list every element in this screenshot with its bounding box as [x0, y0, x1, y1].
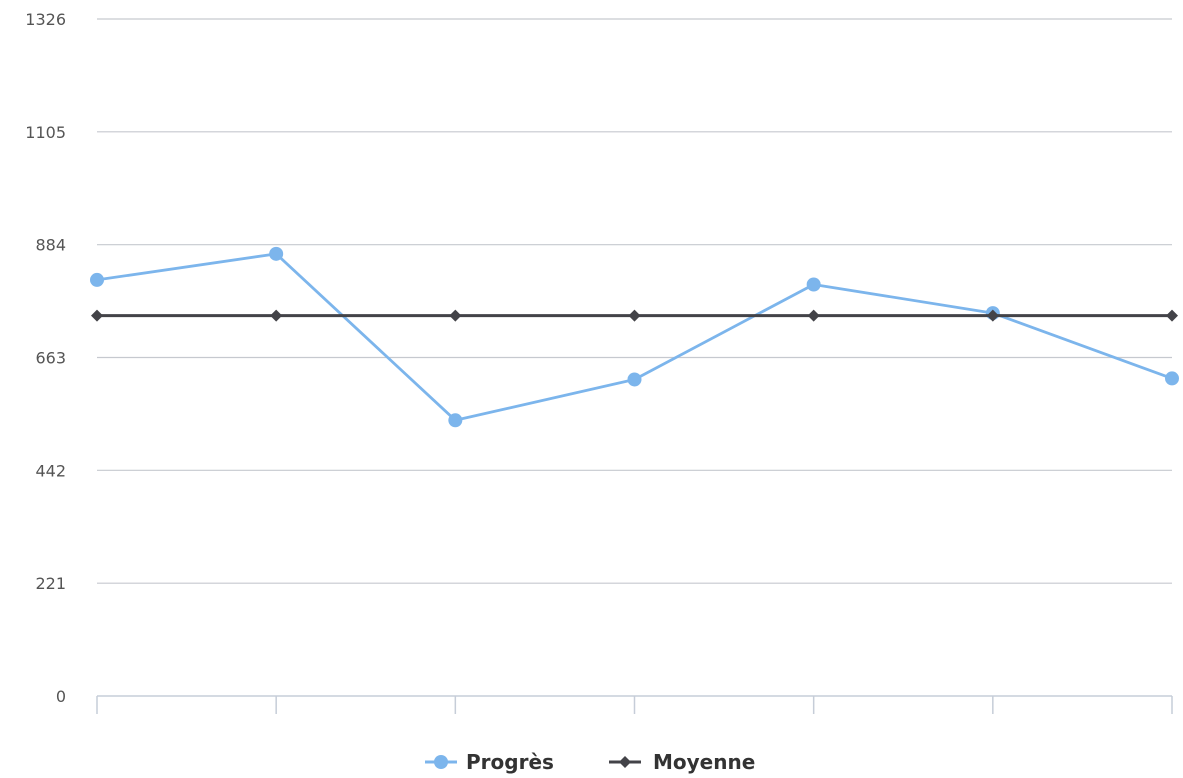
data-point[interactable]	[1166, 309, 1178, 322]
data-point[interactable]	[448, 413, 463, 428]
y-tick-label: 884	[35, 236, 66, 255]
data-point[interactable]	[806, 277, 821, 292]
data-point[interactable]	[1165, 371, 1179, 386]
y-tick-label: 1105	[25, 123, 66, 142]
legend-item-1[interactable]: Moyenne	[609, 750, 755, 774]
series-line	[96, 252, 1173, 422]
series-0	[90, 246, 1179, 428]
data-point[interactable]	[986, 309, 999, 322]
data-point[interactable]	[91, 309, 103, 322]
y-tick-label: 663	[35, 349, 66, 368]
data-point[interactable]	[807, 309, 820, 322]
y-tick-label: 0	[56, 687, 66, 706]
data-point[interactable]	[449, 309, 462, 322]
y-tick-label: 442	[35, 461, 66, 480]
data-point[interactable]	[628, 309, 641, 322]
data-point[interactable]	[269, 246, 284, 261]
gridlines	[97, 18, 1172, 584]
series-layer	[90, 246, 1179, 428]
legend-marker	[434, 755, 448, 769]
y-tick-label: 1326	[25, 10, 66, 29]
data-point[interactable]	[270, 309, 283, 322]
series-1	[91, 309, 1178, 322]
y-axis-tick-labels: 0 221 442 663 884 1105 1326	[25, 10, 66, 706]
legend[interactable]: Progrès Moyenne	[425, 750, 755, 774]
legend-label: Moyenne	[653, 750, 755, 774]
data-point[interactable]	[90, 272, 104, 287]
legend-label: Progrès	[466, 750, 554, 774]
data-point[interactable]	[627, 372, 642, 387]
legend-marker	[619, 756, 631, 768]
x-axis	[96, 695, 1173, 714]
y-tick-label: 221	[35, 574, 66, 593]
legend-item-0[interactable]: Progrès	[425, 750, 554, 774]
